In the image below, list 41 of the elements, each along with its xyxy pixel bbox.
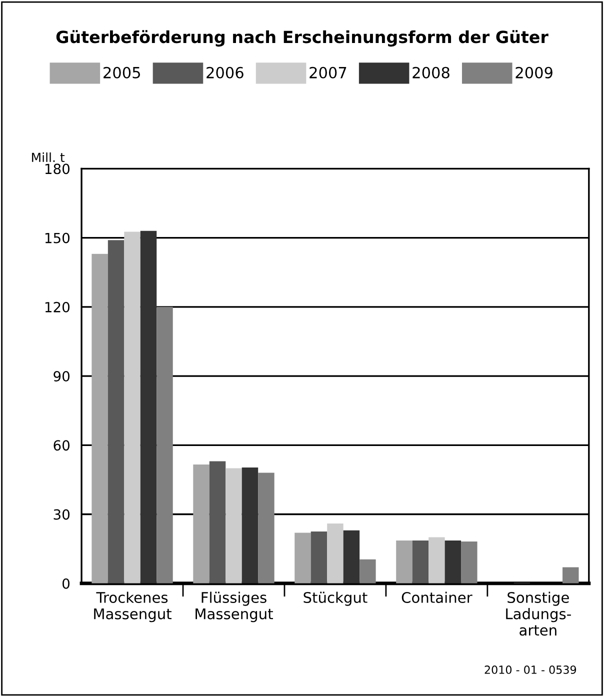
x-tick-label: Flüssiges Massengut	[196, 592, 273, 622]
legend-label: 2007	[310, 66, 346, 78]
legend-label: 2005	[104, 66, 140, 78]
bar	[108, 240, 124, 584]
y-tick-label: 150	[45, 232, 70, 244]
bar	[310, 532, 328, 584]
bar	[294, 532, 311, 584]
x-tick-label: Container	[402, 592, 472, 604]
bar	[444, 540, 462, 584]
bar	[396, 540, 412, 584]
bar	[242, 468, 258, 584]
y-tick-label: 180	[45, 164, 70, 174]
bar	[226, 468, 242, 584]
x-tick-label: Stückgut	[304, 592, 368, 606]
y-axis-title: Mill. t	[32, 152, 65, 162]
bar	[412, 540, 429, 584]
bar	[343, 530, 360, 584]
legend-label: 2009	[516, 66, 552, 78]
y-tick-label: 30	[54, 509, 70, 520]
bar	[92, 254, 108, 584]
bar	[461, 541, 478, 584]
y-tick-label: 60	[54, 440, 70, 451]
y-tick-label: 0	[62, 578, 70, 589]
bar	[140, 230, 157, 584]
text: 2010 - 01 - 0539	[484, 666, 576, 674]
legend-label: 2006	[206, 66, 244, 78]
y-tick-label: 120	[45, 302, 70, 312]
y-tick-label: 90	[54, 371, 70, 382]
bar	[327, 523, 344, 584]
legend-label: 2008	[412, 66, 450, 78]
bar	[124, 232, 140, 584]
bar	[193, 464, 210, 584]
bar	[428, 537, 445, 584]
bar	[562, 567, 579, 584]
bar	[258, 472, 274, 584]
bar	[360, 559, 376, 584]
bar	[156, 306, 173, 584]
chart-title: Güterbeförderung nach Erscheinungsform der Güter	[56, 30, 548, 47]
x-tick-label: Sonstige Ladungs- arten	[506, 592, 571, 636]
x-tick-label: Trockenes Massengut	[94, 592, 172, 622]
bar	[209, 461, 226, 584]
